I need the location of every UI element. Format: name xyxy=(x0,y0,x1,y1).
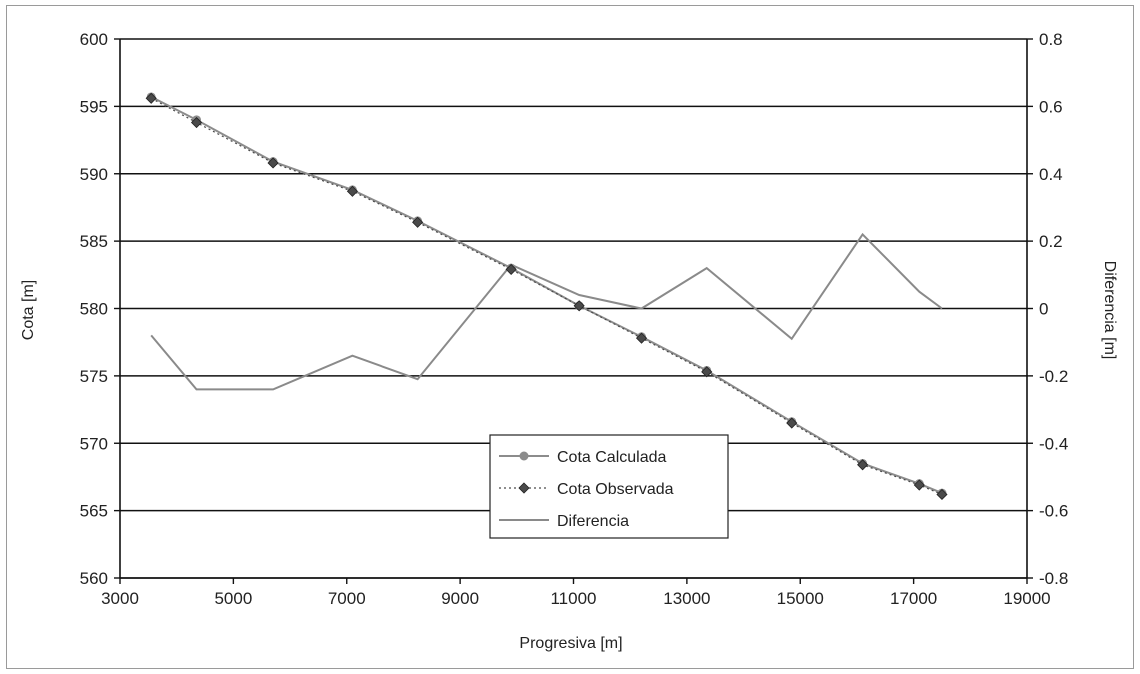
y-tick-label: 575 xyxy=(80,367,108,386)
y-axis-title: Cota [m] xyxy=(20,280,37,340)
series-diferencia xyxy=(150,232,943,391)
y2-tick-label: 0.6 xyxy=(1039,97,1063,116)
plot-area-border xyxy=(114,38,1033,584)
y-tick-label: 595 xyxy=(80,97,108,116)
legend-swatch-marker xyxy=(518,482,530,494)
data-point xyxy=(857,459,869,471)
legend-swatch-marker xyxy=(519,451,529,461)
data-point xyxy=(346,185,358,197)
y-tick-label: 600 xyxy=(80,30,108,49)
y2-tick-label: -0.2 xyxy=(1039,367,1068,386)
x-tick-label: 7000 xyxy=(328,589,366,608)
y-tick-label: 580 xyxy=(80,300,108,319)
legend-entry: Diferencia xyxy=(499,513,629,530)
right-axis-title: Diferencia [m] xyxy=(1101,261,1118,360)
data-point xyxy=(913,479,925,491)
x-tick-label: 13000 xyxy=(663,589,710,608)
x-tick-label: 5000 xyxy=(214,589,252,608)
y2-tick-label: 0.8 xyxy=(1039,30,1063,49)
chart-canvas: 560 565 570 575 580 585 590 595 600 -0.8 -0.6 -0.4… xyxy=(20,30,1118,652)
left-axis-tick-labels: 560 565 570 575 580 585 590 595 600 xyxy=(80,30,108,588)
grid-lines xyxy=(120,38,1027,579)
series-line xyxy=(150,96,943,495)
y2-tick-label: -0.6 xyxy=(1039,502,1068,521)
y-tick-label: 585 xyxy=(80,232,108,251)
legend: Cota Calculada Cota Observada Diferencia xyxy=(489,434,729,539)
data-point xyxy=(505,263,517,275)
x-axis-title: Progresiva [m] xyxy=(519,635,622,652)
data-point xyxy=(786,417,798,429)
legend-entry: Cota Calculada xyxy=(499,449,667,466)
x-axis-tick-labels: 3000 5000 7000 9000 11000 13000 15000 17000 1900… xyxy=(101,589,1051,608)
data-point xyxy=(573,300,585,312)
data-point xyxy=(190,116,203,129)
legend-label: Diferencia xyxy=(557,513,629,530)
legend-label: Cota Observada xyxy=(557,481,674,498)
x-tick-label: 19000 xyxy=(1003,589,1050,608)
series-line xyxy=(150,232,943,391)
x-tick-label: 3000 xyxy=(101,589,139,608)
y2-tick-label: 0.2 xyxy=(1039,232,1063,251)
y2-tick-label: -0.8 xyxy=(1039,569,1068,588)
x-tick-label: 11000 xyxy=(550,589,596,608)
data-point xyxy=(701,366,713,378)
data-point xyxy=(267,157,279,169)
legend-entry: Cota Observada xyxy=(499,481,674,498)
legend-label: Cota Calculada xyxy=(557,449,667,466)
y2-tick-label: 0.4 xyxy=(1039,165,1063,184)
x-tick-label: 9000 xyxy=(441,589,479,608)
x-tick-label: 15000 xyxy=(777,589,824,608)
right-axis-tick-labels: -0.8 -0.6 -0.4 -0.2 0 0.2 0.4 0.6 0.8 xyxy=(1039,30,1068,588)
y-tick-label: 565 xyxy=(80,502,108,521)
y-tick-label: 570 xyxy=(80,434,108,453)
y-tick-label: 590 xyxy=(80,165,108,184)
data-point xyxy=(635,332,648,344)
data-point xyxy=(145,92,157,104)
chart-frame: 560 565 570 575 580 585 590 595 600 -0.8 -0.6 -0.4… xyxy=(6,5,1134,669)
x-tick-label: 17000 xyxy=(890,589,937,608)
y2-tick-label: 0 xyxy=(1039,300,1048,319)
series-lines xyxy=(145,92,948,501)
data-point xyxy=(936,488,948,501)
data-point xyxy=(412,216,424,228)
series-cota-observada xyxy=(145,92,948,501)
y-tick-label: 560 xyxy=(80,569,108,588)
y2-tick-label: -0.4 xyxy=(1039,434,1068,453)
